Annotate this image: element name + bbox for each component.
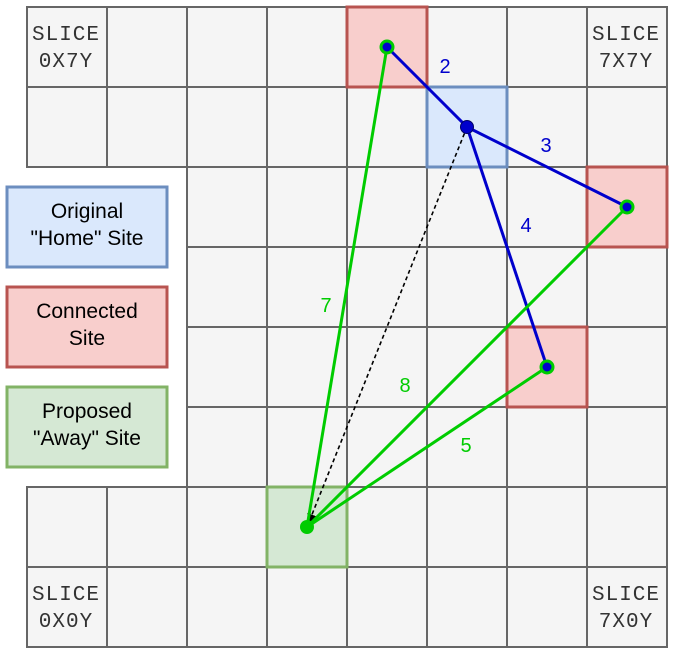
grid-cell-x5-y1 [426,486,508,568]
home-edge-2 [385,45,469,129]
legend-connected-line2: Site [69,327,105,350]
grid-cell-x7-y3 [586,326,668,408]
grid-cell-x2-y3 [186,326,268,408]
corner-label-bottom-right-line2: 7X0Y [599,611,653,634]
grid-cell-x3-y6 [266,86,348,168]
grid-cell-x7-y2 [586,406,668,488]
edge-label-7: 7 [320,295,331,317]
grid-cell-x3-y5 [266,166,348,248]
grid-cell-x3-y0 [266,566,348,648]
corner-label-top-right-line1: SLICE [592,24,660,47]
node-connected-middle [539,359,555,375]
away-edge-8 [305,205,629,529]
grid-cell-x3-y7 [266,6,348,88]
legend-home-line2: "Home" Site [31,227,144,250]
grid-cell-x2-y6 [186,86,268,168]
grid-cell-x7-y7 [586,6,668,88]
grid-cell-x7-y1 [586,486,668,568]
grid-cell-x3-y2 [266,406,348,488]
grid-cell-x5-y0 [426,566,508,648]
move-arrow [307,126,468,524]
grid-cell-x6-y0 [506,566,588,648]
grid-cell-x2-y7 [186,6,268,88]
home-edge-4 [465,126,549,368]
grid-cell-x0-y0 [26,566,108,648]
grid-cell-x4-y0 [346,566,428,648]
grid-cell-x6-y7 [506,6,588,88]
grid-cell-x2-y1 [186,486,268,568]
corner-label-bottom-right-line1: SLICE [592,584,660,607]
grid-cell-x6-y5 [506,166,588,248]
corner-label-top-left-line2: 0X7Y [39,51,93,74]
away-edge-7 [305,46,389,528]
legend-home-box [5,185,169,269]
grid-cell-x1-y1 [106,486,188,568]
legend-connected-box [5,285,169,369]
corner-label-top-right-line2: 7X7Y [599,51,653,74]
edge-label-5: 5 [460,435,471,457]
grid-cell-x2-y5 [186,166,268,248]
grid-cell-x2-y4 [186,246,268,328]
grid-cell-x5-y4 [426,246,508,328]
grid-cell-x1-y7 [106,6,188,88]
grid-cell-x7-y6 [586,86,668,168]
grid-cell-x4-y1 [346,486,428,568]
grid-cell-x2-y0 [186,566,268,648]
grid-cell-x2-y2 [186,406,268,488]
grid-cell-x3-y4 [266,246,348,328]
corner-label-bottom-left-line1: SLICE [32,584,100,607]
grid-cell-x6-y1 [506,486,588,568]
legend-away-line2: "Away" Site [33,427,141,450]
node-connected-right [619,199,635,215]
legend-connected-line1: Connected [36,300,138,323]
legend-home-line1: Original [51,200,123,223]
grid-cell-x1-y0 [106,566,188,648]
legend-away-line1: Proposed [42,400,132,423]
grid-cell-x7-y4 [586,246,668,328]
edge-label-8: 8 [399,375,410,397]
corner-label-top-left-line1: SLICE [32,24,100,47]
grid-cell-x0-y7 [26,6,108,88]
grid-cell-x0-y1 [26,486,108,568]
edge-label-2: 2 [439,56,450,78]
edge-label-4: 4 [520,215,531,237]
node-home-center [460,120,474,134]
legend-away-box [5,385,169,469]
grid-cell-x4-y6 [346,86,428,168]
away-edge-5 [306,365,548,529]
home-edge-3 [466,125,628,209]
node-away-center [300,520,314,534]
grid-cell-x1-y6 [106,86,188,168]
corner-label-bottom-left-line2: 0X0Y [39,611,93,634]
node-connected-top [379,39,395,55]
grid-cell-x7-y0 [586,566,668,648]
grid-cell-x0-y6 [26,86,108,168]
grid-cell-x6-y2 [506,406,588,488]
edge-label-3: 3 [540,135,551,157]
